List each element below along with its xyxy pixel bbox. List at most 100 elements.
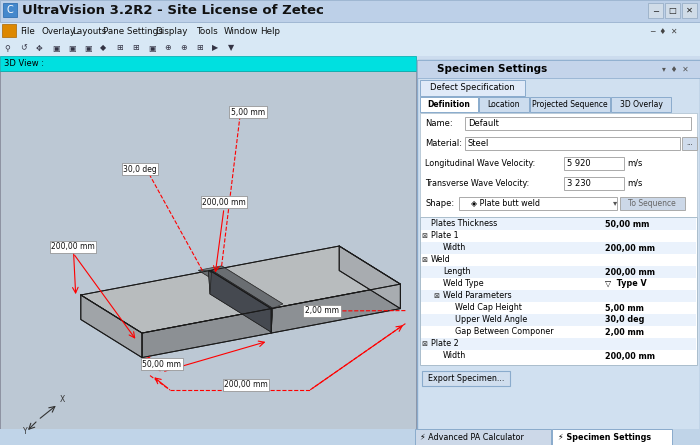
Text: Upper Weld Angle: Upper Weld Angle	[455, 316, 527, 324]
Bar	[0, 71, 416, 429]
Text: 200,00 mm: 200,00 mm	[224, 380, 268, 389]
Text: ⊠: ⊠	[433, 293, 439, 299]
Text: ▾  ♦  ✕: ▾ ♦ ✕	[662, 65, 689, 73]
Bar	[2, 24, 16, 37]
Bar	[421, 218, 696, 230]
Bar	[421, 254, 696, 266]
Text: ⚡ Specimen Settings: ⚡ Specimen Settings	[558, 433, 651, 441]
Text: Weld Type: Weld Type	[443, 279, 484, 288]
Polygon shape	[209, 270, 211, 294]
Polygon shape	[340, 246, 400, 308]
Text: ▼: ▼	[228, 44, 234, 53]
Text: Display: Display	[155, 27, 188, 36]
Bar	[0, 429, 700, 445]
Bar	[530, 97, 610, 112]
Text: Help: Help	[260, 27, 280, 36]
Text: 200,00 mm: 200,00 mm	[605, 352, 655, 360]
Bar	[1, 72, 415, 428]
Bar	[620, 197, 685, 210]
Bar	[0, 22, 700, 39]
Text: 50,00 mm: 50,00 mm	[605, 219, 650, 228]
Text: C: C	[6, 5, 13, 15]
Text: Default: Default	[468, 118, 499, 128]
Text: ▣: ▣	[84, 44, 92, 53]
Bar	[459, 197, 617, 210]
Text: 200,00 mm: 200,00 mm	[202, 198, 246, 206]
Bar	[682, 137, 697, 150]
Text: Weld: Weld	[431, 255, 451, 264]
Bar	[0, 39, 700, 56]
Bar	[552, 429, 672, 445]
Text: ▶: ▶	[212, 44, 218, 53]
Bar	[564, 157, 624, 170]
Text: ⊞: ⊞	[196, 44, 203, 53]
Text: Defect Specification: Defect Specification	[430, 84, 514, 93]
Text: 200,00 mm: 200,00 mm	[605, 267, 655, 276]
Bar	[0, 56, 416, 71]
Bar	[421, 266, 696, 278]
Bar	[682, 3, 697, 18]
Text: Tools: Tools	[196, 27, 218, 36]
Text: 200,00 mm: 200,00 mm	[605, 243, 655, 252]
Text: ⚡ Advanced PA Calculator: ⚡ Advanced PA Calculator	[420, 433, 524, 441]
Text: 5,00 mm: 5,00 mm	[231, 108, 265, 117]
Text: Window: Window	[224, 27, 258, 36]
Text: Projected Sequence: Projected Sequence	[532, 100, 608, 109]
Bar	[421, 326, 696, 338]
Text: 3D View :: 3D View :	[4, 60, 44, 69]
Text: ✥: ✥	[36, 44, 43, 53]
Text: ⊠: ⊠	[421, 341, 427, 347]
Bar	[0, 0, 700, 22]
Polygon shape	[80, 271, 271, 333]
Text: ✕: ✕	[686, 6, 693, 15]
Text: Transverse Wave Velocity:: Transverse Wave Velocity:	[425, 178, 529, 187]
Bar	[465, 117, 691, 130]
Polygon shape	[211, 266, 283, 308]
Text: 3D Overlay: 3D Overlay	[620, 100, 662, 109]
Bar	[420, 217, 697, 365]
Text: 5,00 mm: 5,00 mm	[605, 303, 644, 312]
Text: Length: Length	[443, 267, 470, 276]
Polygon shape	[198, 266, 283, 308]
Text: Shape:: Shape:	[425, 198, 454, 207]
Text: File: File	[20, 27, 35, 36]
Text: Longitudinal Wave Velocity:: Longitudinal Wave Velocity:	[425, 158, 536, 167]
Text: Material:: Material:	[425, 138, 462, 147]
Bar	[421, 314, 696, 326]
Text: ⊠: ⊠	[421, 233, 427, 239]
Polygon shape	[198, 270, 270, 309]
Text: ...: ...	[687, 140, 694, 146]
Text: Location: Location	[488, 100, 520, 109]
Bar	[421, 242, 696, 254]
Text: ─: ─	[653, 6, 658, 15]
Bar	[422, 371, 510, 386]
Text: ⊕: ⊕	[164, 44, 171, 53]
Text: Definition: Definition	[428, 100, 470, 109]
Text: 3 230: 3 230	[567, 178, 591, 187]
Text: 50,00 mm: 50,00 mm	[143, 360, 181, 368]
Text: Plate 2: Plate 2	[431, 340, 458, 348]
Text: □: □	[668, 6, 676, 15]
Bar	[665, 3, 680, 18]
Text: To Sequence: To Sequence	[628, 198, 676, 207]
Text: ◈ Plate butt weld: ◈ Plate butt weld	[471, 198, 540, 207]
Text: ▣: ▣	[68, 44, 76, 53]
Text: m/s: m/s	[627, 178, 643, 187]
Text: m/s: m/s	[627, 158, 643, 167]
Text: 2,00 mm: 2,00 mm	[305, 307, 339, 316]
Bar	[421, 290, 696, 302]
Text: ─  ♦  ✕: ─ ♦ ✕	[650, 27, 678, 36]
Bar	[3, 3, 17, 17]
Bar	[420, 80, 525, 96]
Text: Width: Width	[443, 243, 466, 252]
Text: ▽  Type V: ▽ Type V	[605, 279, 647, 288]
Text: Plate 1: Plate 1	[431, 231, 458, 240]
Polygon shape	[142, 308, 271, 358]
Text: Export Specimen...: Export Specimen...	[428, 374, 504, 383]
Text: 5 920: 5 920	[567, 158, 591, 167]
Polygon shape	[271, 284, 400, 333]
Polygon shape	[270, 308, 273, 332]
Bar	[421, 278, 696, 290]
Polygon shape	[210, 270, 273, 332]
Text: ⊠: ⊠	[421, 257, 427, 263]
